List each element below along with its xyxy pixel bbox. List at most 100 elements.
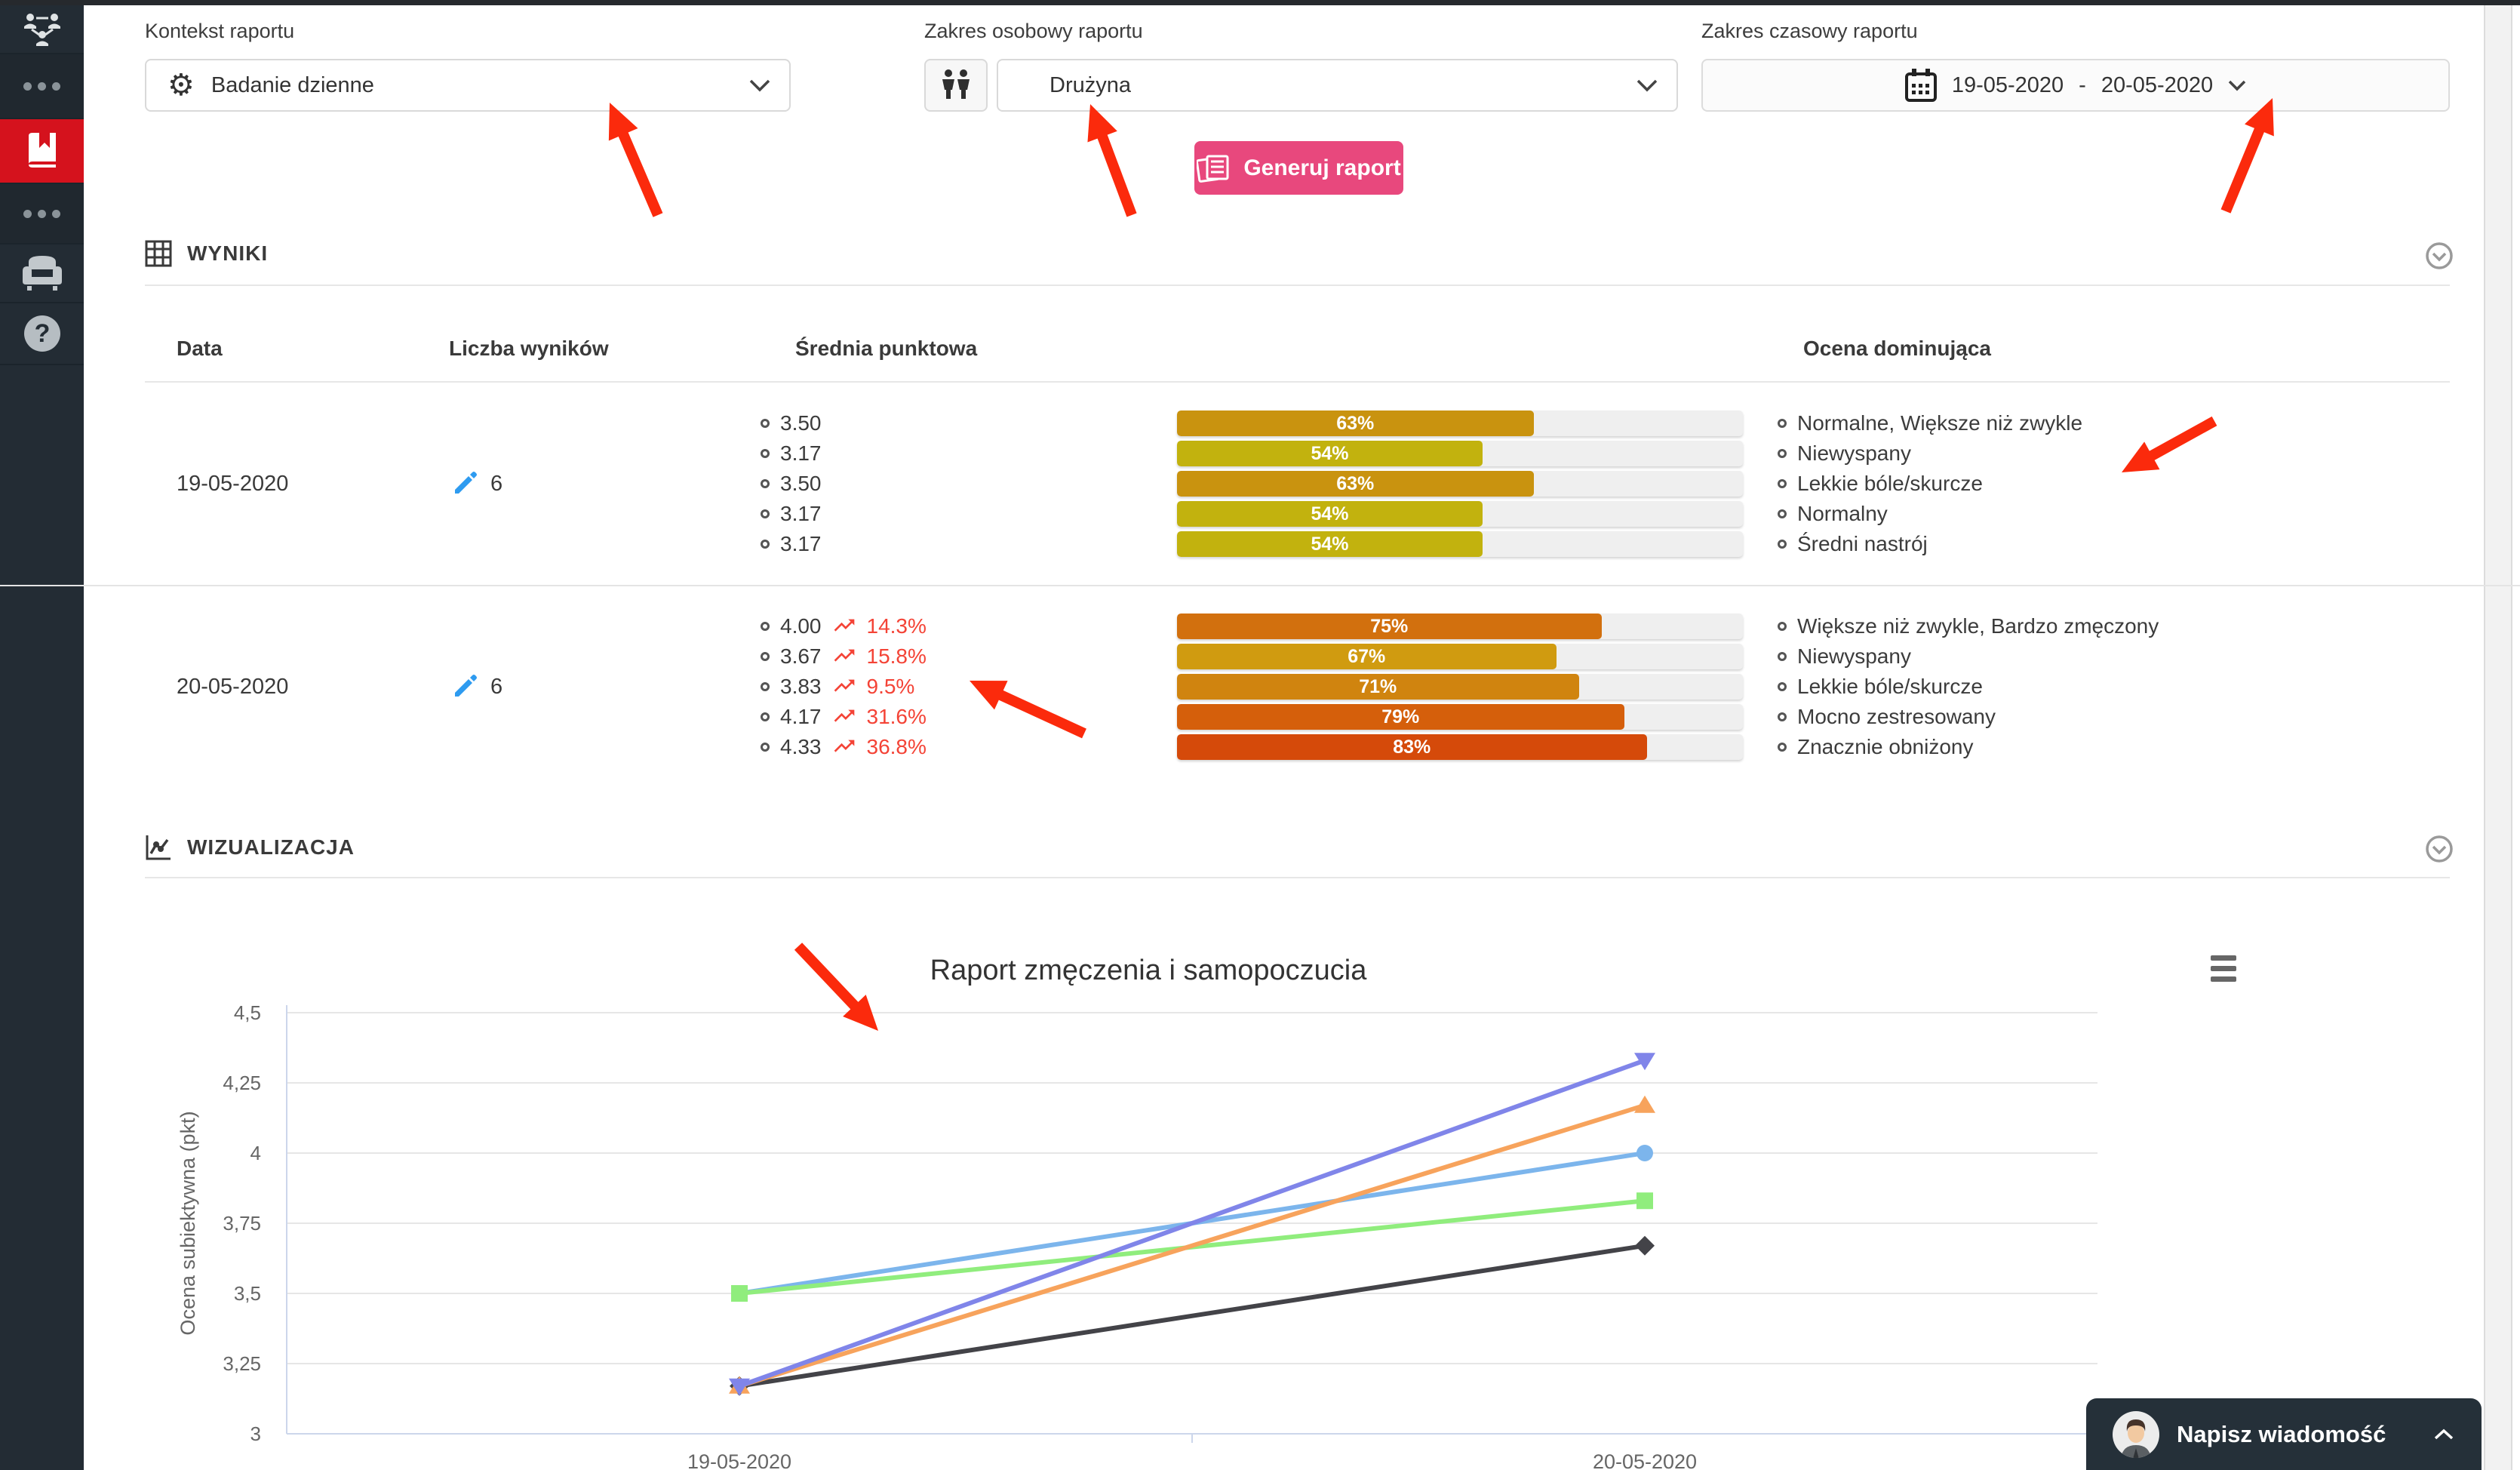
results-section-title: WYNIKI [187, 241, 269, 265]
row-date: 19-05-2020 [177, 471, 289, 496]
sidebar-item-lounge[interactable] [0, 244, 84, 303]
chevron-down-icon [749, 79, 770, 92]
top-edge-bar [0, 0, 2520, 5]
dominant-rating: Normalne, Większe niż zwykle [1778, 408, 2082, 438]
table-icon [145, 240, 172, 267]
trending-up-icon [834, 709, 854, 722]
column-header-average: Średnia punktowa [795, 337, 978, 360]
personal-select[interactable]: Drużyna [997, 59, 1678, 112]
average-value: 4.17 31.6% [761, 702, 927, 732]
row-count-cell: 6 [451, 383, 502, 585]
score-bar: 75% [1177, 614, 1743, 639]
date-range-from: 19-05-2020 [1951, 72, 2064, 97]
report-icon [1197, 155, 1229, 183]
svg-text:3: 3 [250, 1422, 261, 1445]
chevron-down-icon [2228, 80, 2246, 91]
generate-report-button[interactable]: Generuj raport [1194, 141, 1403, 195]
chart-menu-icon[interactable] [2211, 955, 2236, 982]
table-row: 19-05-2020 6 3.50 3.17 3.50 3.17 3.17 63% 54%… [0, 383, 2520, 585]
chevron-up-icon [2434, 1428, 2454, 1439]
average-value: 3.83 9.5% [761, 672, 927, 702]
svg-text:3,75: 3,75 [223, 1212, 261, 1235]
svg-text:3,5: 3,5 [234, 1282, 261, 1305]
book-icon [28, 133, 56, 168]
svg-text:4,25: 4,25 [223, 1072, 261, 1094]
sidebar-item-reports[interactable] [0, 119, 84, 184]
line-chart-icon [146, 835, 171, 860]
bullet-icon [1778, 449, 1787, 458]
bullet-icon [761, 449, 770, 458]
row-dominant: Normalne, Większe niż zwykle Niewyspany Le… [1778, 383, 2082, 585]
bullet-icon [1778, 419, 1787, 428]
section-divider [145, 284, 2450, 286]
avatar [2113, 1410, 2159, 1458]
column-header-date: Data [177, 337, 223, 360]
chevron-down-icon [1636, 79, 1658, 92]
bullet-icon [761, 622, 770, 631]
svg-text:3,25: 3,25 [223, 1352, 261, 1375]
edit-pencil-icon[interactable] [451, 470, 478, 497]
chat-widget[interactable]: Napisz wiadomość [2086, 1398, 2482, 1470]
row-date: 20-05-2020 [177, 674, 289, 699]
bullet-icon [1778, 509, 1787, 518]
trend-percent: 31.6% [866, 705, 927, 728]
trend-percent: 14.3% [866, 614, 927, 638]
date-range-picker[interactable]: 19-05-2020 - 20-05-2020 [1701, 59, 2450, 112]
results-collapse-button[interactable] [2425, 241, 2454, 274]
row-dominant: Większe niż zwykle, Bardzo zmęczony Niewy… [1778, 586, 2159, 787]
context-select[interactable]: ⚙ Badanie dzienne [145, 59, 791, 112]
bullet-icon [1778, 540, 1787, 549]
fatigue-line-chart: Raport zmęczenia i samopoczucia 3 3,25 3,5 3… [177, 955, 2097, 1470]
armchair-icon [22, 256, 62, 291]
average-value: 3.17 [761, 438, 822, 469]
dominant-rating: Normalny [1778, 499, 2082, 529]
average-value: 3.17 [761, 529, 822, 559]
column-header-dominant: Ocena dominująca [1803, 337, 1991, 360]
svg-text:4: 4 [250, 1142, 261, 1164]
page-scrollbar[interactable] [2484, 5, 2512, 1470]
score-bar-label: 63% [1336, 472, 1375, 494]
results-section-header: WYNIKI [145, 240, 268, 267]
trending-up-icon [834, 649, 854, 662]
dominant-rating: Większe niż zwykle, Bardzo zmęczony [1778, 611, 2159, 641]
bullet-icon [1778, 652, 1787, 661]
svg-text:4,5: 4,5 [234, 1001, 261, 1024]
sidebar-item-help[interactable]: ? [0, 303, 84, 365]
svg-text:Raport zmęczenia i samopoczuci: Raport zmęczenia i samopoczucia [930, 955, 1368, 986]
dominant-rating: Znacznie obniżony [1778, 732, 2159, 762]
table-row: 20-05-2020 6 4.00 14.3% 3.67 15.8% 3.83 9.5% 4… [0, 585, 2520, 787]
trending-up-icon [834, 679, 854, 692]
bullet-icon [761, 743, 770, 752]
dominant-rating: Mocno zestresowany [1778, 702, 2159, 732]
average-value: 3.50 [761, 469, 822, 499]
dominant-rating: Lekkie bóle/skurcze [1778, 672, 2159, 702]
bullet-icon [1778, 479, 1787, 488]
section-divider [145, 877, 2450, 878]
ellipsis-icon [23, 81, 60, 91]
sidebar-item-more-top[interactable] [0, 54, 84, 119]
dominant-rating: Średni nastrój [1778, 529, 2082, 559]
visualization-collapse-button[interactable] [2425, 835, 2454, 867]
sidebar-item-structure[interactable] [0, 5, 84, 54]
dominant-rating: Niewyspany [1778, 641, 2159, 672]
sidebar-item-more-bottom[interactable] [0, 184, 84, 244]
row-averages: 3.50 3.17 3.50 3.17 3.17 [761, 383, 822, 585]
score-bar-label: 54% [1311, 442, 1349, 464]
results-table: 19-05-2020 6 3.50 3.17 3.50 3.17 3.17 63% 54%… [0, 383, 2520, 787]
ellipsis-icon [23, 209, 60, 218]
edit-pencil-icon[interactable] [451, 673, 478, 700]
row-averages: 4.00 14.3% 3.67 15.8% 3.83 9.5% 4.17 31.6% 4.33 3… [761, 586, 927, 787]
score-bar-label: 75% [1370, 615, 1409, 637]
row-bars: 63% 54% 63% 54% 54% [1177, 383, 1743, 585]
dominant-rating: Lekkie bóle/skurcze [1778, 469, 2082, 499]
generate-report-label: Generuj raport [1243, 155, 1401, 180]
score-bar-label: 79% [1381, 706, 1420, 727]
people-icon [942, 69, 970, 99]
personal-select-value: Drużyna [1049, 72, 1131, 97]
bullet-icon [761, 419, 770, 428]
trend-percent: 15.8% [866, 644, 927, 668]
score-bar: 63% [1177, 471, 1743, 497]
personal-filter-icon-box [924, 59, 988, 112]
chat-label: Napisz wiadomość [2177, 1420, 2386, 1447]
score-bar: 67% [1177, 644, 1743, 669]
